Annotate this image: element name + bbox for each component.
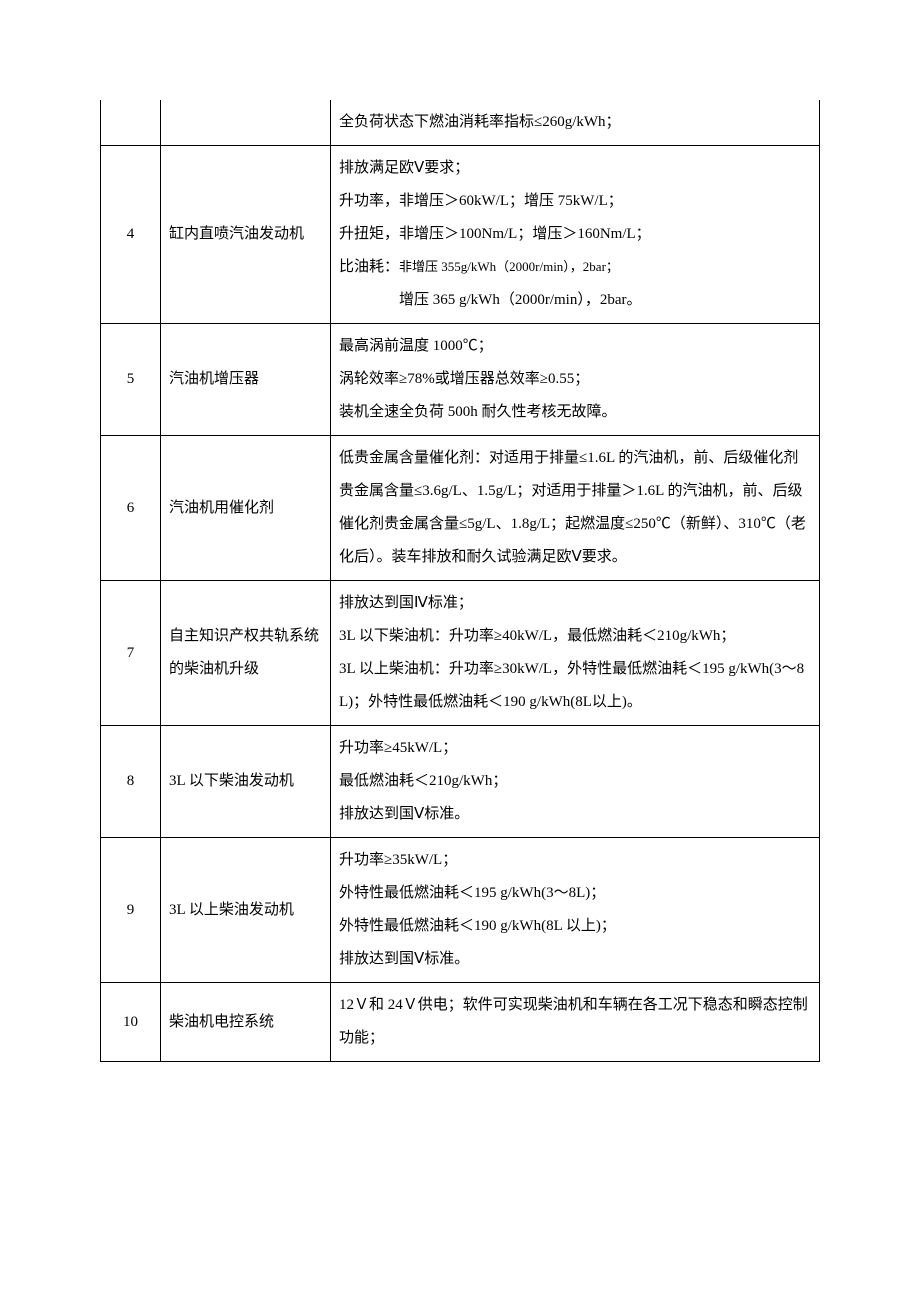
spec-table: 全负荷状态下燃油消耗率指标≤260g/kWh； 4 缸内直喷汽油发动机 排放满足…	[100, 100, 820, 1062]
row-spec: 升功率≥35kW/L； 外特性最低燃油耗＜195 g/kWh(3～8L)； 外特…	[331, 838, 820, 983]
row-number: 8	[101, 726, 161, 838]
row-number: 6	[101, 436, 161, 581]
row-spec: 最高涡前温度 1000℃； 涡轮效率≥78%或增压器总效率≥0.55； 装机全速…	[331, 324, 820, 436]
row-name: 汽油机用催化剂	[161, 436, 331, 581]
row-name: 自主知识产权共轨系统的柴油机升级	[161, 581, 331, 726]
row-number: 4	[101, 146, 161, 324]
spec-line: 12Ｖ和 24Ｖ供电；软件可实现柴油机和车辆在各工况下稳态和瞬态控制功能；	[339, 997, 808, 1046]
spec-line: 装机全速全负荷 500h 耐久性考核无故障。	[339, 404, 617, 420]
row-spec: 排放达到国Ⅳ标准； 3L 以下柴油机：升功率≥40kW/L，最低燃油耗＜210g…	[331, 581, 820, 726]
spec-line: 升功率，非增压＞60kW/L；增压 75kW/L；	[339, 193, 623, 209]
row-name: 缸内直喷汽油发动机	[161, 146, 331, 324]
spec-line: 涡轮效率≥78%或增压器总效率≥0.55；	[339, 371, 589, 387]
spec-line: 排放达到国Ⅴ标准。	[339, 806, 469, 822]
spec-line: 3L 以上柴油机：升功率≥30kW/L，外特性最低燃油耗＜195 g/kWh(3…	[339, 661, 804, 710]
table-row: 6 汽油机用催化剂 低贵金属含量催化剂：对适用于排量≤1.6L 的汽油机，前、后…	[101, 436, 820, 581]
spec-line: 比油耗：非增压 355g/kWh（2000r/min），2bar；	[339, 259, 619, 275]
spec-line: 低贵金属含量催化剂：对适用于排量≤1.6L 的汽油机，前、后级催化剂贵金属含量≤…	[339, 450, 806, 565]
spec-line: 升功率≥35kW/L；	[339, 852, 457, 868]
spec-line: 排放达到国Ⅳ标准；	[339, 595, 473, 611]
spec-line: 外特性最低燃油耗＜195 g/kWh(3～8L)；	[339, 885, 605, 901]
spec-line: 最高涡前温度 1000℃；	[339, 338, 493, 354]
table-row: 全负荷状态下燃油消耗率指标≤260g/kWh；	[101, 100, 820, 146]
spec-line: 升扭矩，非增压＞100Nm/L；增压＞160Nm/L；	[339, 226, 651, 242]
row-name: 柴油机电控系统	[161, 983, 331, 1062]
row-spec: 升功率≥45kW/L； 最低燃油耗＜210g/kWh； 排放达到国Ⅴ标准。	[331, 726, 820, 838]
table-row: 5 汽油机增压器 最高涡前温度 1000℃； 涡轮效率≥78%或增压器总效率≥0…	[101, 324, 820, 436]
table-row: 4 缸内直喷汽油发动机 排放满足欧Ⅴ要求； 升功率，非增压＞60kW/L；增压 …	[101, 146, 820, 324]
spec-line: 外特性最低燃油耗＜190 g/kWh(8L 以上)；	[339, 918, 616, 934]
row-name: 汽油机增压器	[161, 324, 331, 436]
spec-line: 增压 365 g/kWh（2000r/min），2bar。	[399, 292, 641, 308]
row-name: 3L 以上柴油发动机	[161, 838, 331, 983]
spec-line: 排放达到国Ⅴ标准。	[339, 951, 469, 967]
table-row: 8 3L 以下柴油发动机 升功率≥45kW/L； 最低燃油耗＜210g/kWh；…	[101, 726, 820, 838]
row-number: 5	[101, 324, 161, 436]
spec-line: 升功率≥45kW/L；	[339, 740, 457, 756]
row-spec: 全负荷状态下燃油消耗率指标≤260g/kWh；	[331, 100, 820, 146]
spec-line: 排放满足欧Ⅴ要求；	[339, 160, 469, 176]
row-spec: 12Ｖ和 24Ｖ供电；软件可实现柴油机和车辆在各工况下稳态和瞬态控制功能；	[331, 983, 820, 1062]
row-spec: 排放满足欧Ⅴ要求； 升功率，非增压＞60kW/L；增压 75kW/L； 升扭矩，…	[331, 146, 820, 324]
table-row: 9 3L 以上柴油发动机 升功率≥35kW/L； 外特性最低燃油耗＜195 g/…	[101, 838, 820, 983]
row-number	[101, 100, 161, 146]
spec-line: 3L 以下柴油机：升功率≥40kW/L，最低燃油耗＜210g/kWh；	[339, 628, 735, 644]
table-row: 7 自主知识产权共轨系统的柴油机升级 排放达到国Ⅳ标准； 3L 以下柴油机：升功…	[101, 581, 820, 726]
row-number: 10	[101, 983, 161, 1062]
row-number: 7	[101, 581, 161, 726]
row-name	[161, 100, 331, 146]
table-row: 10 柴油机电控系统 12Ｖ和 24Ｖ供电；软件可实现柴油机和车辆在各工况下稳态…	[101, 983, 820, 1062]
row-name: 3L 以下柴油发动机	[161, 726, 331, 838]
spec-table-body: 全负荷状态下燃油消耗率指标≤260g/kWh； 4 缸内直喷汽油发动机 排放满足…	[101, 100, 820, 1062]
row-number: 9	[101, 838, 161, 983]
spec-line: 最低燃油耗＜210g/kWh；	[339, 773, 507, 789]
row-spec: 低贵金属含量催化剂：对适用于排量≤1.6L 的汽油机，前、后级催化剂贵金属含量≤…	[331, 436, 820, 581]
spec-line-small: 非增压 355g/kWh（2000r/min），2bar；	[399, 259, 619, 274]
